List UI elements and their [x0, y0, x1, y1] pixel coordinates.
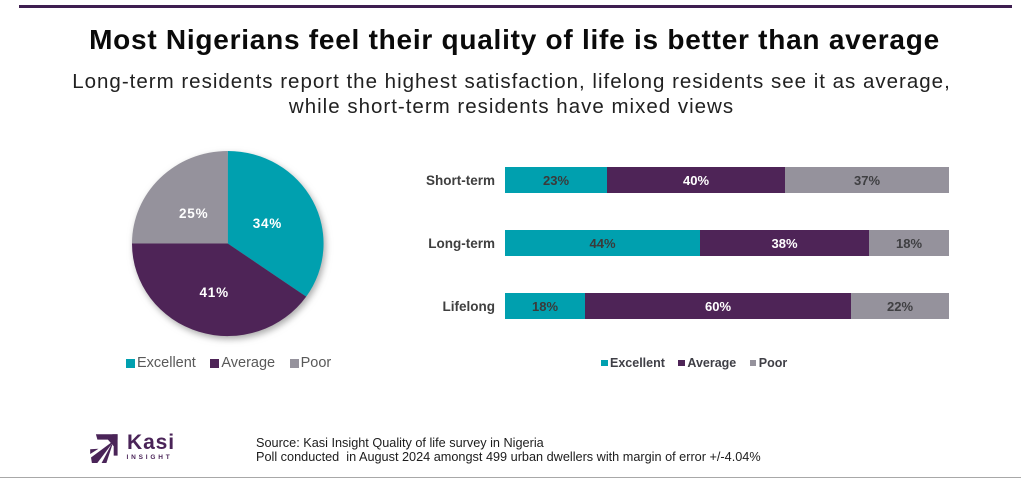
- svg-text:41%: 41%: [199, 285, 228, 300]
- svg-text:25%: 25%: [179, 206, 208, 221]
- svg-text:34%: 34%: [252, 216, 281, 231]
